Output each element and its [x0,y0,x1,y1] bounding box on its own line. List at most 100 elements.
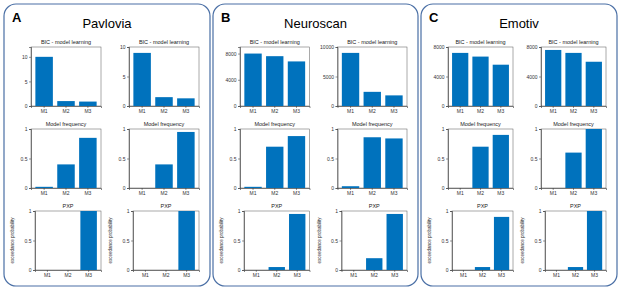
tick: 0 [25,103,31,109]
y-axis: 040008000 [526,44,541,109]
bar [178,211,195,270]
tick-label: M3 [84,108,91,114]
y-axis: 040008000 [225,48,240,110]
panel-letter: C [429,10,439,25]
bars [155,132,194,188]
bars [35,57,96,106]
tick-mark [33,241,35,242]
tick: 0 [123,103,129,109]
plot-frame [133,211,199,270]
tick: M1 [250,106,257,114]
y-axis: 040008000 [433,44,448,109]
tick: M1 [139,188,146,196]
bar [133,53,151,106]
plot-frame [31,129,101,188]
bar [288,61,305,106]
x-axis: M1M2M3 [542,106,607,114]
tick-label: M2 [271,108,278,114]
tick-mark [29,129,31,130]
y-axis-title: exceedance probability [108,217,113,264]
tick: 5 [123,74,129,80]
plot-frame [31,47,101,106]
tick-label: 5 [25,79,28,85]
tick-mark [446,47,448,48]
tick-label: M1 [44,272,51,278]
tick: M3 [294,270,301,278]
x-axis: M1M2M3 [338,106,408,114]
x-axis: M1M2M3 [449,106,514,114]
bar [137,270,154,271]
tick-mark [336,129,338,130]
chart: 00.51M1M2M3PXPexceedance probability [10,203,102,278]
tick-label: 0 [234,103,237,109]
tick-label: 0 [25,185,28,191]
bar [545,50,561,106]
tick-mark [539,47,541,48]
bar [177,98,195,106]
tick-label: 0.5 [535,238,542,244]
tick-label: 1 [123,126,126,132]
tick-label: 0.5 [230,156,237,162]
panel: APavlovia [4,4,210,286]
tick-mark [539,106,541,107]
chart: 00.51M1M2M3PXPexceedance probability [520,203,607,278]
tick-label: 0 [234,185,237,191]
tick: 0.5 [234,238,244,244]
tick-label: 5000 [323,74,334,80]
x-axis: M1M2M3 [338,188,408,196]
bar [177,132,195,188]
bar [288,136,305,188]
tick-label: 0 [539,267,542,273]
y-axis: 00.51 [531,126,542,191]
y-axis-title: exceedance probability [317,217,322,264]
axis-line [336,130,339,189]
x-axis: M1M2M3 [36,270,102,278]
y-axis: 00.51 [21,126,32,191]
tick: M1 [460,270,467,278]
panel: CEmotiv [421,4,617,286]
tick: M2 [65,270,72,278]
tick-mark [33,211,35,212]
tick-mark [450,241,452,242]
tick-mark [446,106,448,107]
bars [133,53,194,106]
tick: 0 [535,103,541,109]
axis-line [539,48,542,107]
bar [39,270,56,271]
tick-label: 0.5 [327,156,334,162]
chart-title: PXP [570,203,581,209]
chart: 040008000M1M2M3BIC - model learning [225,39,310,114]
tick-label: 10000 [320,44,334,50]
bar [586,129,602,188]
y-axis: 0500010000 [320,44,338,109]
tick: 1 [442,126,448,132]
tick-label: 1 [335,208,338,214]
bars [342,53,403,106]
bar [133,188,151,189]
tick-label: M3 [391,272,398,278]
axis-line [33,212,36,271]
tick-label: 0.5 [119,156,126,162]
bar [568,267,583,270]
tick-label: M1 [250,190,257,196]
tick: 0.5 [535,238,545,244]
axis-line [127,130,130,189]
tick: M1 [253,270,260,278]
bar [155,164,173,188]
bar [57,164,75,188]
tick-mark [336,77,338,78]
tick-label: M3 [293,190,300,196]
chart: 0510M1M2M3BIC - model learning [22,39,102,114]
bar [475,267,490,270]
bar [342,186,359,188]
tick: M1 [457,106,464,114]
tick: 1 [446,208,452,214]
tick: 0.5 [21,156,31,162]
bar [57,101,75,106]
tick: M2 [161,188,168,196]
bar [493,135,509,188]
tick-label: M3 [497,108,504,114]
tick-label: M3 [591,272,598,278]
tick-label: M1 [41,190,48,196]
tick-mark [127,129,129,130]
